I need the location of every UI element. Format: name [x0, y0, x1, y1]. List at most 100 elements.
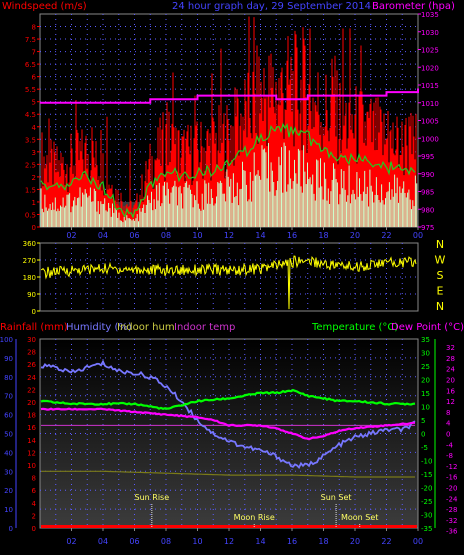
dew-tick-label: 20 — [446, 377, 455, 385]
windspeed-axis-title: Windspeed (m/s) — [2, 1, 87, 12]
direction-tick-label: 360 — [23, 240, 36, 248]
barometer-tick-label: 1015 — [421, 82, 439, 90]
humidity-tick-label: 10 — [4, 506, 13, 514]
barometer-tick-label: 1020 — [421, 64, 439, 72]
dew-tick-label: -32 — [446, 517, 457, 525]
wind-tick-label: 6.5 — [25, 61, 36, 69]
x-tick-label: 06 — [129, 537, 139, 546]
rain-tick-label: 28 — [27, 349, 36, 357]
wind-tick-label: 3 — [32, 149, 36, 157]
dew-tick-label: -20 — [446, 485, 457, 493]
humidity-tick-label: 20 — [4, 487, 13, 495]
indoor-temp-title: Indoor temp — [174, 322, 235, 333]
humidity-tick-label: 80 — [4, 374, 13, 382]
humidity-tick-label: 0 — [9, 525, 13, 533]
x-tick-label: 08 — [161, 231, 171, 240]
temp-tick-label: -15 — [421, 471, 432, 479]
temp-tick-label: -30 — [421, 512, 432, 520]
dew-point-title: Dew Point (°C) — [391, 322, 464, 333]
rain-tick-label: 20 — [27, 399, 36, 407]
temp-tick-label: 0 — [421, 431, 425, 439]
x-tick-label: 14 — [255, 231, 265, 240]
x-tick-label: 02 — [66, 231, 76, 240]
dew-tick-label: 8 — [446, 409, 450, 417]
direction-tick-label: 180 — [23, 274, 36, 282]
dew-tick-label: 28 — [446, 355, 455, 363]
indoor-hum-title: Indoor hum — [117, 322, 175, 333]
x-tick-label: 02 — [66, 537, 76, 546]
x-tick-label: 06 — [129, 231, 139, 240]
dew-tick-label: 24 — [446, 366, 455, 374]
x-tick-label: 16 — [287, 537, 297, 546]
direction-tick-label: 90 — [27, 291, 36, 299]
barometer-axis-title: Barometer (hpa) — [372, 1, 455, 12]
rainfall-title: Rainfall (mm) — [0, 322, 68, 333]
direction-tick-label: 0 — [32, 308, 36, 316]
rain-tick-label: 16 — [27, 424, 36, 432]
rain-tick-label: 26 — [27, 361, 36, 369]
rain-tick-label: 6 — [32, 487, 37, 495]
compass-letter: E — [437, 285, 444, 298]
direction-tick-label: 270 — [23, 257, 36, 265]
dew-tick-label: -16 — [446, 474, 458, 482]
temp-tick-label: -5 — [421, 444, 428, 452]
x-tick-label: 12 — [224, 537, 234, 546]
barometer-line — [40, 88, 419, 104]
x-tick-label: 10 — [192, 231, 202, 240]
barometer-tick-label: 1025 — [421, 47, 439, 55]
rain-tick-label: 2 — [32, 512, 36, 520]
humidity-tick-label: 100 — [0, 336, 13, 344]
temp-tick-label: 5 — [421, 417, 425, 425]
dew_point-line — [40, 407, 415, 441]
x-tick-label: 14 — [255, 537, 265, 546]
dew-tick-label: -4 — [446, 441, 454, 449]
x-tick-label: 04 — [98, 231, 108, 240]
x-tick-label: 20 — [350, 537, 360, 546]
event-label: Moon Set — [341, 513, 378, 522]
compass-letter: W — [435, 254, 446, 267]
dew-tick-label: 0 — [446, 431, 450, 439]
humidity-line — [40, 359, 416, 470]
dew-tick-label: -36 — [446, 528, 458, 536]
humidity-tick-label: 60 — [4, 412, 13, 420]
rain-tick-label: 30 — [27, 336, 36, 344]
wind-tick-label: 2 — [32, 174, 36, 182]
dew-tick-label: 12 — [446, 398, 455, 406]
humidity-tick-label: 90 — [4, 355, 13, 363]
wind-tick-label: 1.5 — [25, 186, 36, 194]
wind-tick-label: 4 — [32, 124, 37, 132]
wind-tick-label: 5.5 — [25, 86, 36, 94]
wind-average-line — [40, 122, 416, 219]
x-tick-label: 16 — [287, 231, 297, 240]
dew-tick-label: 16 — [446, 387, 455, 395]
rain-tick-label: 14 — [27, 437, 36, 445]
wind-tick-label: 3.5 — [25, 136, 36, 144]
x-tick-label: 18 — [318, 231, 328, 240]
wind-tick-label: 0.5 — [25, 211, 36, 219]
barometer-tick-label: 985 — [421, 189, 434, 197]
wind-barometer-chart: 0 0.5 1 1.5 2 2.5 3 3.5 4 4.5 5 5.5 6 6.5 7 7.5 8 975 980 9… — [25, 11, 439, 240]
dew-tick-label: -8 — [446, 452, 453, 460]
rain-tick-label: 0 — [32, 525, 36, 533]
x-tick-label: 00 — [413, 231, 423, 240]
rain-tick-label: 4 — [32, 500, 37, 508]
wind-tick-label: 4.5 — [25, 111, 36, 119]
event-label: Sun Rise — [135, 493, 170, 502]
barometer-tick-label: 990 — [421, 171, 434, 179]
rain-tick-label: 24 — [27, 374, 36, 382]
wind-direction-chart: 0 90 180 270 360 — [23, 240, 419, 316]
dew-tick-label: -28 — [446, 506, 457, 514]
barometer-tick-label: 1035 — [421, 11, 439, 19]
humidity-tick-label: 40 — [4, 449, 13, 457]
graph-title: 24 hour graph day, 29 September 2014 — [172, 1, 371, 12]
x-tick-label: 04 — [98, 537, 108, 546]
temp-tick-label: -35 — [421, 525, 432, 533]
wind-tick-label: 6 — [32, 74, 37, 82]
barometer-tick-label: 980 — [421, 206, 434, 214]
wind-tick-label: 7 — [32, 49, 36, 57]
temp-tick-label: -25 — [421, 498, 432, 506]
dew-tick-label: -12 — [446, 463, 457, 471]
event-label: Moon Rise — [234, 513, 275, 522]
